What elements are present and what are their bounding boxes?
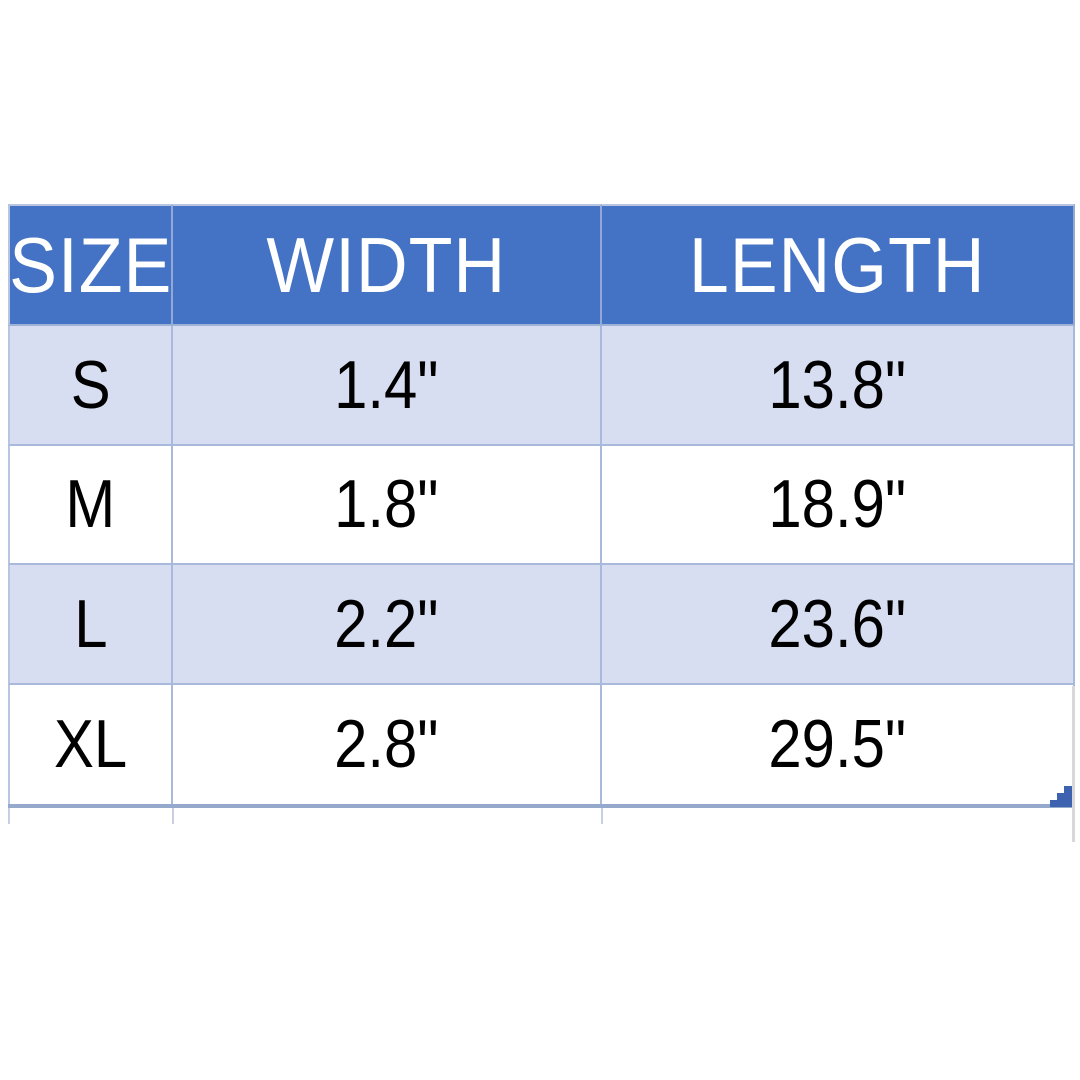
- column-header-length-label: LENGTH: [689, 220, 986, 309]
- cell-xl-width-value: 2.8": [334, 706, 439, 783]
- cell-s-width-value: 1.4": [334, 346, 439, 423]
- column-header-width: WIDTH: [173, 204, 602, 326]
- cell-m-length: 18.9": [602, 445, 1075, 565]
- cell-xl-length-value: 29.5": [768, 706, 907, 783]
- cell-s-width: 1.4": [173, 326, 602, 446]
- cell-l-size: L: [8, 565, 173, 685]
- cell-m-size-value: M: [65, 466, 116, 543]
- cell-s-length-value: 13.8": [768, 346, 907, 423]
- cell-m-size: M: [8, 445, 173, 565]
- column-header-length: LENGTH: [602, 204, 1075, 326]
- cell-l-length: 23.6": [602, 565, 1075, 685]
- cell-m-width: 1.8": [173, 445, 602, 565]
- cell-xl-width: 2.8": [173, 684, 602, 804]
- cell-xl-size-value: XL: [53, 706, 128, 783]
- size-chart-table: SIZE WIDTH LENGTH S 1.4" 13.8" M: [8, 204, 1075, 842]
- cell-m-width-value: 1.8": [334, 466, 439, 543]
- cell-s-length: 13.8": [602, 326, 1075, 446]
- cell-s-size-value: S: [70, 346, 111, 423]
- cell-l-width: 2.2": [173, 565, 602, 685]
- cell-m-length-value: 18.9": [768, 466, 907, 543]
- cell-l-size-value: L: [73, 585, 108, 662]
- right-edge-line: [1072, 686, 1075, 842]
- cell-xl-length: 29.5": [602, 684, 1075, 804]
- border-tail-column1: [172, 808, 174, 824]
- cell-l-width-value: 2.2": [334, 585, 439, 662]
- table-resize-handle-icon[interactable]: [1050, 786, 1072, 807]
- border-tail-column2: [601, 808, 603, 824]
- column-header-size: SIZE: [8, 204, 173, 326]
- border-tail-left: [8, 808, 10, 824]
- column-header-width-label: WIDTH: [266, 220, 507, 309]
- cell-s-size: S: [8, 326, 173, 446]
- size-chart-grid: SIZE WIDTH LENGTH S 1.4" 13.8" M: [8, 204, 1075, 804]
- cell-xl-size: XL: [8, 684, 173, 804]
- column-header-size-label: SIZE: [8, 220, 173, 309]
- cell-l-length-value: 23.6": [768, 585, 907, 662]
